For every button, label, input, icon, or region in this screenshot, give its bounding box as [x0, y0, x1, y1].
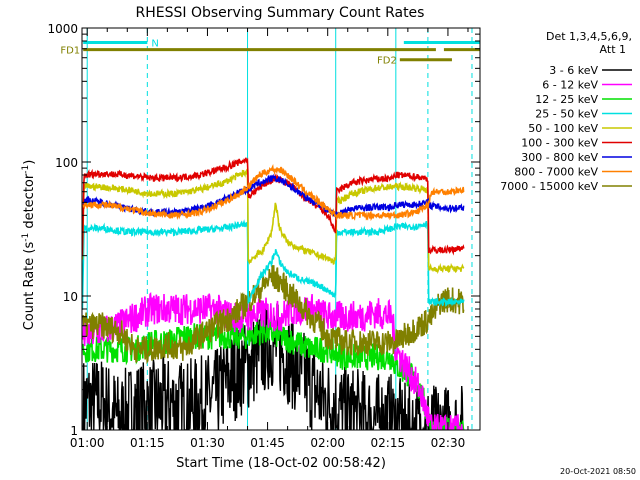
- legend-label-s6-12: 6 - 12 keV: [542, 79, 598, 92]
- plot-content: [82, 28, 480, 430]
- x-tick-label: 02:00: [310, 436, 345, 450]
- generated-timestamp: 20-Oct-2021 08:50: [560, 467, 636, 476]
- series-line-s800-7000: [82, 163, 465, 222]
- legend-label-s12-25: 12 - 25 keV: [535, 93, 598, 106]
- series-line-s50-100: [82, 168, 465, 275]
- y-tick-label: 100: [55, 156, 78, 170]
- chart-title: RHESSI Observing Summary Count Rates: [136, 5, 425, 21]
- x-tick-label: 01:30: [190, 436, 225, 450]
- legend-label-s7000-15000: 7000 - 15000 keV: [500, 180, 598, 193]
- legend-header-line2: Att 1: [600, 43, 626, 56]
- axes: [81, 27, 481, 431]
- state-bar-label-3: FD2: [377, 56, 397, 67]
- x-tick-label: 01:45: [250, 436, 285, 450]
- y-axis-ticks: 1 10 100 1000: [47, 22, 480, 438]
- x-tick-label: 01:15: [130, 436, 165, 450]
- x-axis-ticks: 01:00 01:15 01:30 01:45 02:00 02:15 02:30: [70, 28, 469, 450]
- series-line-s7000-15000: [82, 265, 465, 365]
- x-axis-label: Start Time (18-Oct-02 00:58:42): [176, 456, 386, 471]
- axis-frame: [81, 27, 481, 431]
- legend-label-s25-50: 25 - 50 keV: [535, 108, 598, 121]
- plot-area: N FD1 FD2: [60, 28, 480, 430]
- state-bar-label-0: N: [151, 38, 158, 49]
- x-tick-label: 02:30: [431, 436, 466, 450]
- y-tick-label: 10: [63, 290, 78, 304]
- series-line-s25-50: [82, 219, 465, 310]
- state-bar-label-1: FD1: [60, 46, 80, 57]
- x-tick-label: 01:00: [70, 436, 105, 450]
- y-tick-label: 1: [70, 424, 78, 438]
- y-tick-label: 1000: [47, 22, 78, 36]
- legend-label-s800-7000: 800 - 7000 keV: [514, 166, 598, 179]
- legend-label-s100-300: 100 - 300 keV: [521, 137, 598, 150]
- legend-header-line1: Det 1,3,4,5,6,9,: [546, 30, 632, 43]
- legend-label-s3-6: 3 - 6 keV: [549, 64, 598, 77]
- x-tick-label: 02:15: [371, 436, 406, 450]
- y-axis-label: Count Rate (s-1 detector-1): [21, 160, 37, 331]
- series-line-s6-12: [82, 290, 464, 430]
- legend-label-s300-800: 300 - 800 keV: [521, 151, 598, 164]
- legend-label-s50-100: 50 - 100 keV: [528, 122, 598, 135]
- legend: Det 1,3,4,5,6,9, Att 1 3 - 6 keV 6 - 12 k…: [500, 30, 632, 193]
